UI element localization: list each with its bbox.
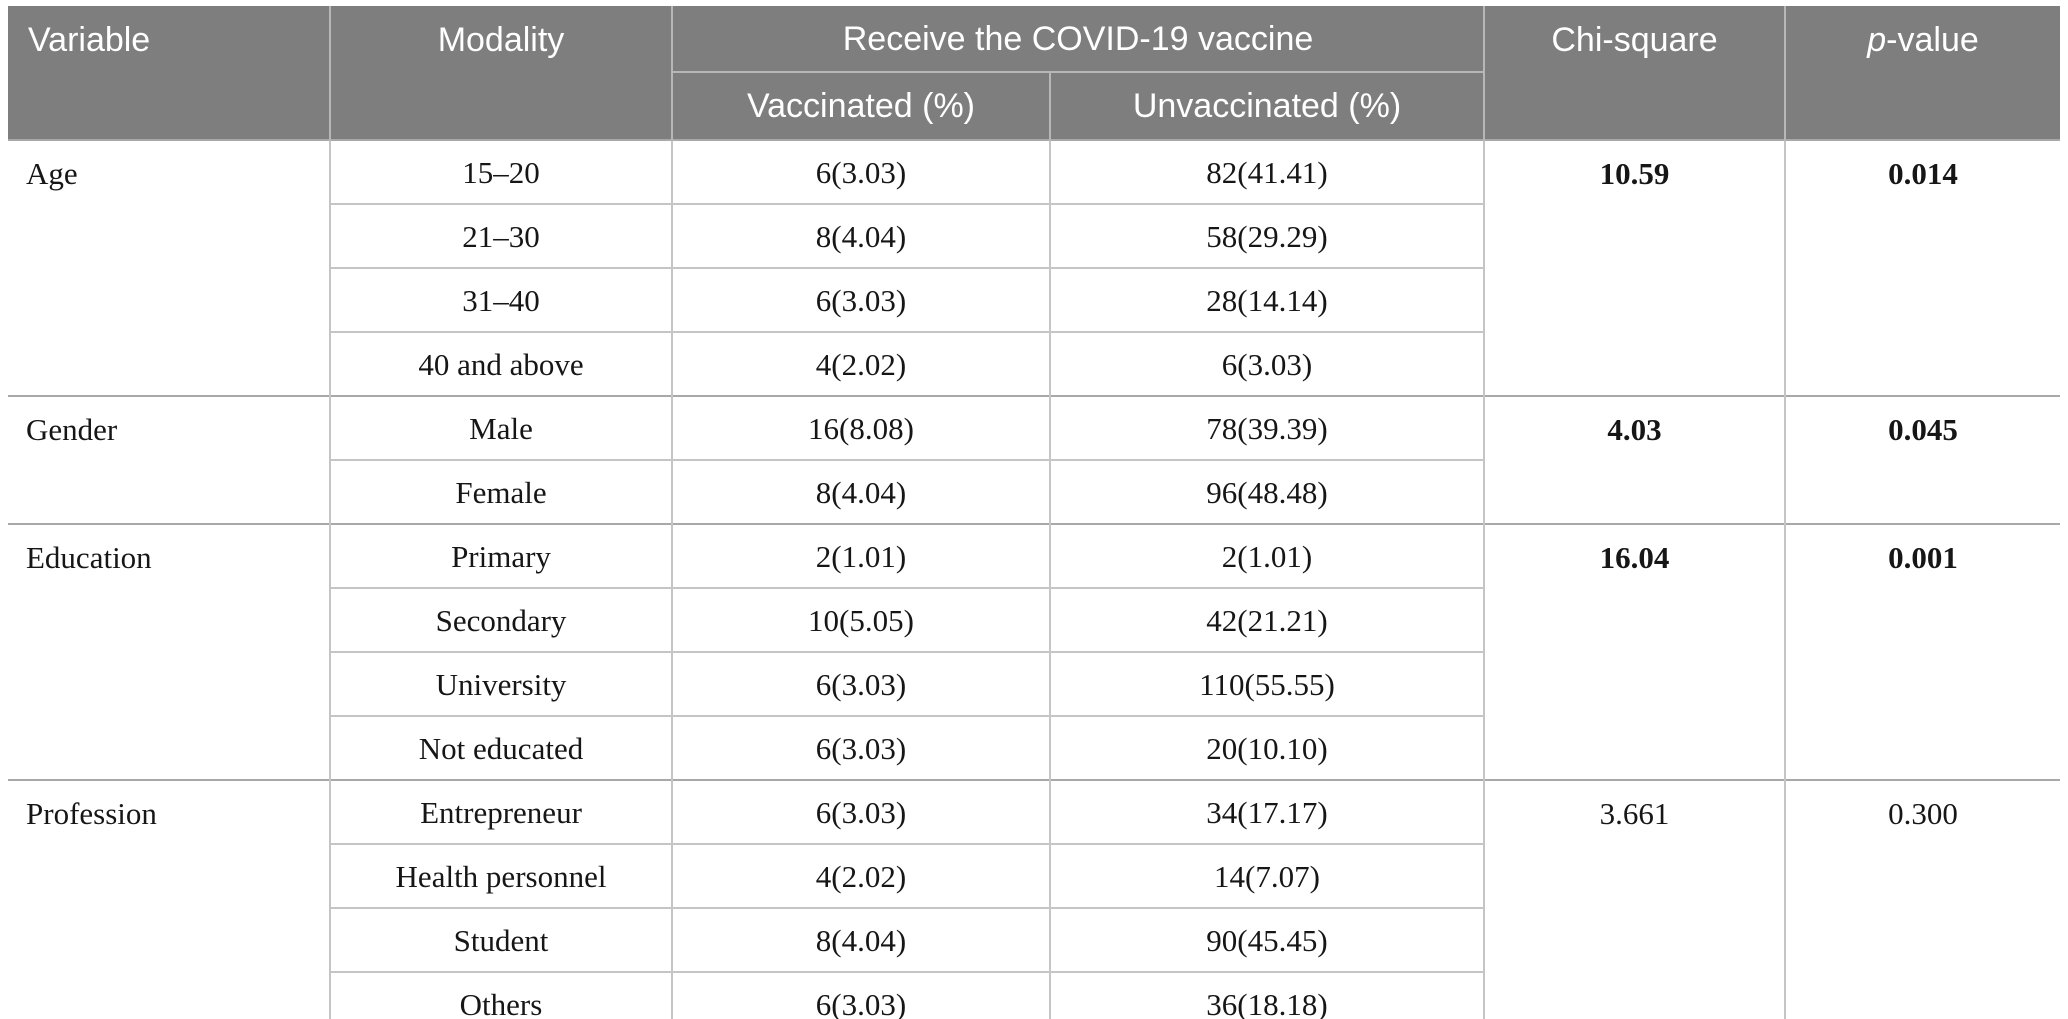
- table-row: Female 8(4.04) 96(48.48): [8, 459, 2060, 524]
- header-modality: Modality: [329, 6, 672, 140]
- table-row: University 6(3.03) 110(55.55): [8, 651, 2060, 716]
- table-body: Age 15–20 6(3.03) 82(41.41) 10.59 0.014 21–30 8…: [8, 139, 2061, 1019]
- variable-cell: Profession: [8, 779, 330, 1019]
- vaccinated-cell: 16(8.08): [671, 395, 1050, 460]
- modality-cell: Entrepreneur: [329, 779, 672, 844]
- header-variable: Variable: [8, 6, 330, 140]
- table-row: Age 15–20 6(3.03) 82(41.41) 10.59 0.014: [8, 139, 2061, 396]
- table-row: Others 6(3.03) 36(18.18): [8, 971, 2060, 1019]
- p-value-cell: 0.014: [1784, 139, 2061, 396]
- variable-cell: Age: [8, 139, 330, 396]
- vaccinated-cell: 6(3.03): [671, 651, 1050, 716]
- variable-cell: Gender: [8, 395, 330, 524]
- modality-cell: Not educated: [329, 715, 672, 780]
- modality-cell: 40 and above: [329, 331, 672, 396]
- modality-cell: 15–20: [329, 139, 672, 204]
- demographics-table: Variable Modality Receive the COVID-19 v…: [8, 6, 2061, 1019]
- table-row: 31–40 6(3.03) 28(14.14): [8, 267, 2060, 332]
- table-row: 40 and above 4(2.02) 6(3.03): [8, 331, 2060, 396]
- header-receive-group: Receive the COVID-19 vaccine: [670, 6, 1485, 73]
- table-row: Gender Male 16(8.08) 78(39.39) 4.03 0.045: [8, 395, 2061, 524]
- unvaccinated-cell: 42(21.21): [1048, 587, 1485, 652]
- variable-cell: Education: [8, 523, 330, 780]
- unvaccinated-cell: 96(48.48): [1048, 459, 1485, 524]
- unvaccinated-cell: 14(7.07): [1048, 843, 1485, 908]
- vaccinated-cell: 6(3.03): [671, 139, 1050, 204]
- chi-square-cell: 16.04: [1483, 523, 1786, 780]
- chi-square-cell: 3.661: [1483, 779, 1786, 1019]
- modality-cell: Primary: [329, 523, 672, 588]
- table-row: Student 8(4.04) 90(45.45): [8, 907, 2060, 972]
- table-row: Profession Entrepreneur 6(3.03) 34(17.17) 3.…: [8, 779, 2061, 1019]
- chi-square-cell: 10.59: [1483, 139, 1786, 396]
- modality-cell: University: [329, 651, 672, 716]
- unvaccinated-cell: 36(18.18): [1048, 971, 1485, 1019]
- unvaccinated-cell: 28(14.14): [1048, 267, 1485, 332]
- unvaccinated-cell: 6(3.03): [1048, 331, 1485, 396]
- vaccinated-cell: 10(5.05): [671, 587, 1050, 652]
- vaccinated-cell: 6(3.03): [671, 779, 1050, 844]
- table-header: Variable Modality Receive the COVID-19 v…: [8, 6, 2061, 140]
- unvaccinated-cell: 2(1.01): [1048, 523, 1485, 588]
- unvaccinated-cell: 90(45.45): [1048, 907, 1485, 972]
- vaccinated-cell: 6(3.03): [671, 971, 1050, 1019]
- vaccinated-cell: 8(4.04): [671, 459, 1050, 524]
- p-value-cell: 0.001: [1784, 523, 2061, 780]
- modality-cell: 21–30: [329, 203, 672, 268]
- vaccinated-cell: 4(2.02): [671, 331, 1050, 396]
- header-row-1: Variable Modality Receive the COVID-19 v…: [8, 6, 2061, 140]
- unvaccinated-cell: 20(10.10): [1048, 715, 1485, 780]
- header-chi-square: Chi-square: [1483, 6, 1786, 140]
- unvaccinated-cell: 110(55.55): [1048, 651, 1485, 716]
- modality-cell: Secondary: [329, 587, 672, 652]
- table-row: Health personnel 4(2.02) 14(7.07): [8, 843, 2060, 908]
- unvaccinated-cell: 82(41.41): [1048, 139, 1485, 204]
- chi-square-cell: 4.03: [1483, 395, 1786, 524]
- table-row: Secondary 10(5.05) 42(21.21): [8, 587, 2060, 652]
- modality-cell: Health personnel: [329, 843, 672, 908]
- p-value-cell: 0.045: [1784, 395, 2061, 524]
- header-p-rest: -value: [1886, 21, 1979, 59]
- modality-cell: 31–40: [329, 267, 672, 332]
- modality-cell: Female: [329, 459, 672, 524]
- vaccinated-cell: 8(4.04): [671, 203, 1050, 268]
- vaccinated-cell: 2(1.01): [671, 523, 1050, 588]
- vaccinated-cell: 6(3.03): [671, 267, 1050, 332]
- header-row-2: Vaccinated (%) Unvaccinated (%): [8, 72, 2060, 140]
- table-row: Not educated 6(3.03) 20(10.10): [8, 715, 2060, 780]
- header-p-italic: p: [1867, 21, 1887, 59]
- table-row: 21–30 8(4.04) 58(29.29): [8, 203, 2060, 268]
- vaccinated-cell: 4(2.02): [671, 843, 1050, 908]
- p-value-cell: 0.300: [1784, 779, 2061, 1019]
- header-p-value: p-value: [1784, 6, 2061, 140]
- modality-cell: Male: [329, 395, 672, 460]
- vaccinated-cell: 8(4.04): [671, 907, 1050, 972]
- unvaccinated-cell: 34(17.17): [1048, 779, 1485, 844]
- header-unvaccinated: Unvaccinated (%): [1048, 72, 1485, 140]
- header-vaccinated: Vaccinated (%): [671, 72, 1050, 140]
- modality-cell: Others: [329, 971, 672, 1019]
- unvaccinated-cell: 78(39.39): [1048, 395, 1485, 460]
- vaccinated-cell: 6(3.03): [671, 715, 1050, 780]
- unvaccinated-cell: 58(29.29): [1048, 203, 1485, 268]
- table-row: Education Primary 2(1.01) 2(1.01) 16.04 0.001: [8, 523, 2061, 780]
- modality-cell: Student: [329, 907, 672, 972]
